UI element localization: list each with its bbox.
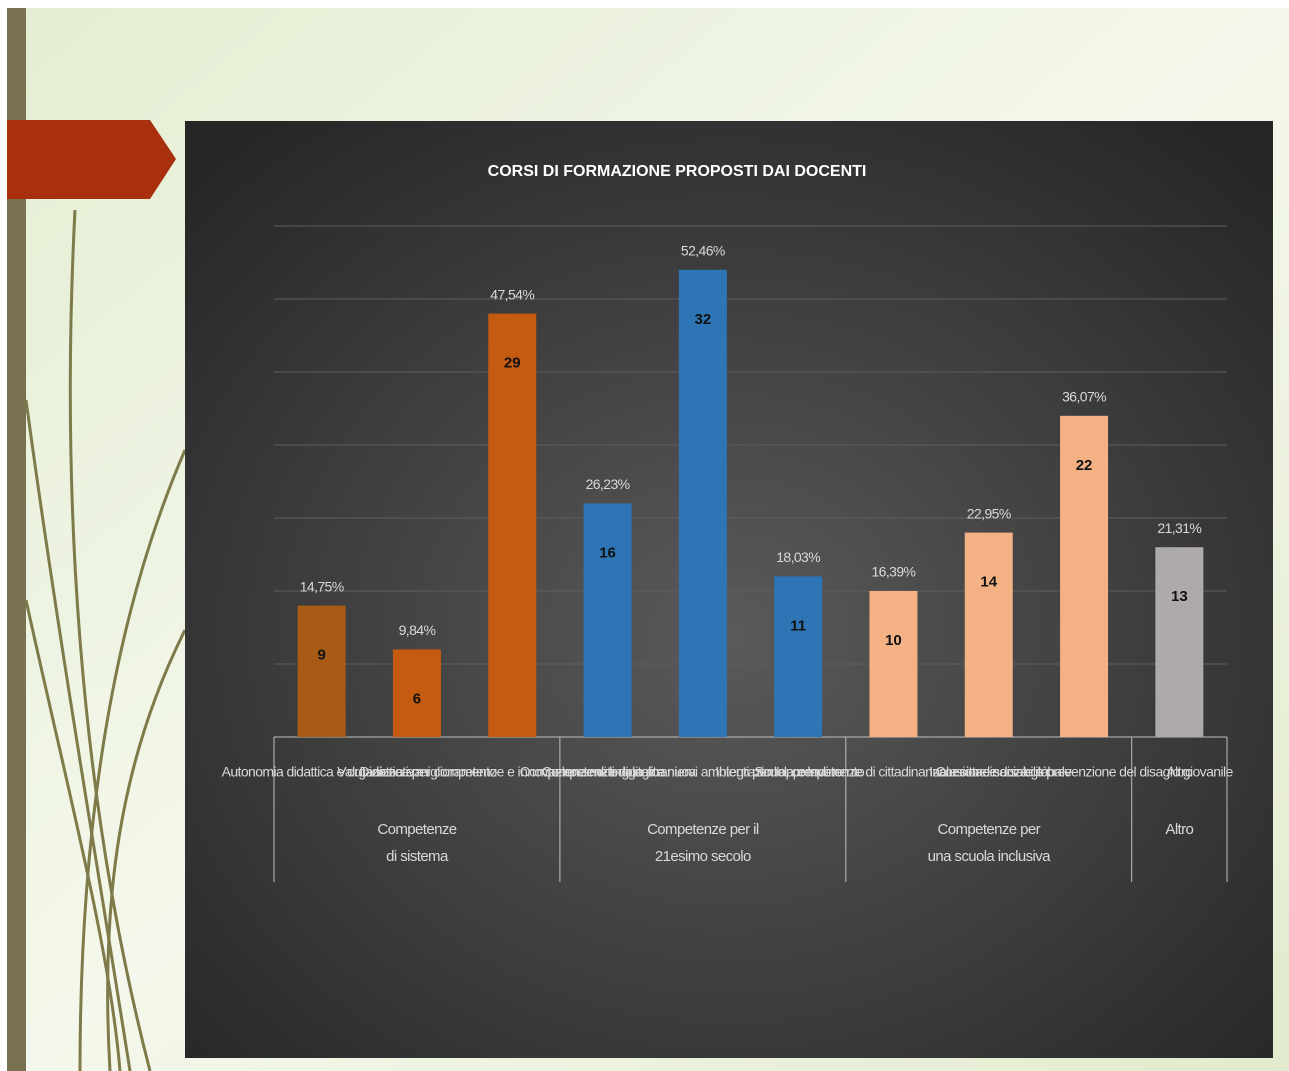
- percent-label: 47,54%: [490, 286, 534, 302]
- value-label: 9: [317, 647, 325, 664]
- percent-label: 16,39%: [872, 564, 916, 580]
- x-tick-label: Integrazione, competenze di cittadinanza…: [715, 764, 1072, 780]
- left-strip: [7, 8, 26, 1071]
- x-tick-label: Competenze di lingua straniera: [520, 764, 697, 780]
- bar: [964, 532, 1013, 737]
- decoration: [24, 209, 187, 1071]
- x-tick-label: Scuola e lavoro: [754, 764, 842, 780]
- value-label: 22: [1076, 457, 1093, 474]
- x-tick-label: Didattica per competenze e innovazione m…: [359, 764, 665, 780]
- x-tick-label: Autonomia didattica e organizzativa: [222, 764, 423, 780]
- arrow-shape: [7, 120, 176, 199]
- value-label: 32: [695, 311, 712, 328]
- x-tick-label: Competenze digitali e nuovi ambienti per…: [542, 764, 865, 780]
- value-label: 14: [980, 574, 997, 591]
- value-label: 10: [885, 632, 902, 649]
- group-label: Competenze per: [938, 821, 1041, 838]
- percent-label: 18,03%: [776, 549, 820, 565]
- x-tick-label: Coesione sociale e prevenzione del disag…: [935, 764, 1233, 780]
- chart-title: CORSI DI FORMAZIONE PROPOSTI DAI DOCENTI: [488, 163, 867, 180]
- value-label: 11: [790, 617, 806, 634]
- bar: [774, 576, 823, 737]
- percent-label: 36,07%: [1062, 389, 1106, 405]
- bar: [1155, 547, 1204, 737]
- percent-label: 52,46%: [681, 243, 725, 259]
- group-label: Competenze: [377, 821, 456, 838]
- bar: [488, 313, 537, 737]
- percent-label: 21,31%: [1157, 520, 1201, 536]
- percent-label: 14,75%: [300, 578, 344, 594]
- percent-label: 22,95%: [967, 505, 1011, 521]
- bar: [392, 649, 441, 737]
- x-tick-label: Inclusione e disabilità: [929, 764, 1049, 780]
- value-label: 6: [413, 690, 421, 707]
- group-label: Altro: [1165, 821, 1193, 838]
- x-tick-label: Altro: [1166, 764, 1193, 780]
- bar: [297, 605, 346, 737]
- group-label: una scuola inclusiva: [928, 848, 1052, 865]
- group-label: Competenze per il: [647, 821, 759, 838]
- bar: [869, 591, 918, 737]
- value-label: 13: [1171, 588, 1188, 605]
- bar: [678, 269, 727, 737]
- x-tick-label: Valutazione e miglioramento: [337, 764, 497, 780]
- percent-label: 9,84%: [399, 622, 436, 638]
- group-label: 21esimo secolo: [655, 848, 751, 865]
- value-label: 29: [504, 355, 521, 372]
- group-label: di sistema: [386, 848, 449, 865]
- bar: [1060, 415, 1109, 737]
- percent-label: 26,23%: [586, 476, 630, 492]
- value-label: 16: [599, 544, 616, 561]
- chart-panel: [185, 121, 1273, 1058]
- bar: [583, 503, 632, 737]
